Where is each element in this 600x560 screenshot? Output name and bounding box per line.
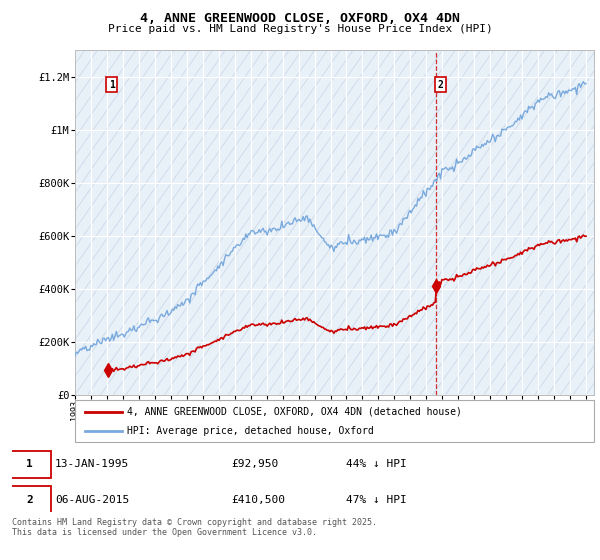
FancyBboxPatch shape <box>9 451 50 478</box>
Text: 1: 1 <box>26 459 33 469</box>
Text: 2: 2 <box>26 494 33 505</box>
Text: Contains HM Land Registry data © Crown copyright and database right 2025.
This d: Contains HM Land Registry data © Crown c… <box>12 518 377 538</box>
Text: 47% ↓ HPI: 47% ↓ HPI <box>346 494 407 505</box>
FancyBboxPatch shape <box>9 486 50 513</box>
Text: Price paid vs. HM Land Registry's House Price Index (HPI): Price paid vs. HM Land Registry's House … <box>107 24 493 34</box>
Text: 06-AUG-2015: 06-AUG-2015 <box>55 494 130 505</box>
Text: 2: 2 <box>438 80 443 90</box>
Text: £410,500: £410,500 <box>231 494 285 505</box>
Text: 13-JAN-1995: 13-JAN-1995 <box>55 459 130 469</box>
FancyBboxPatch shape <box>75 400 594 442</box>
Text: HPI: Average price, detached house, Oxford: HPI: Average price, detached house, Oxfo… <box>127 426 374 436</box>
Text: 4, ANNE GREENWOOD CLOSE, OXFORD, OX4 4DN: 4, ANNE GREENWOOD CLOSE, OXFORD, OX4 4DN <box>140 12 460 25</box>
Text: 4, ANNE GREENWOOD CLOSE, OXFORD, OX4 4DN (detached house): 4, ANNE GREENWOOD CLOSE, OXFORD, OX4 4DN… <box>127 407 462 417</box>
Text: £92,950: £92,950 <box>231 459 278 469</box>
Text: 44% ↓ HPI: 44% ↓ HPI <box>346 459 407 469</box>
Text: 1: 1 <box>109 80 115 90</box>
